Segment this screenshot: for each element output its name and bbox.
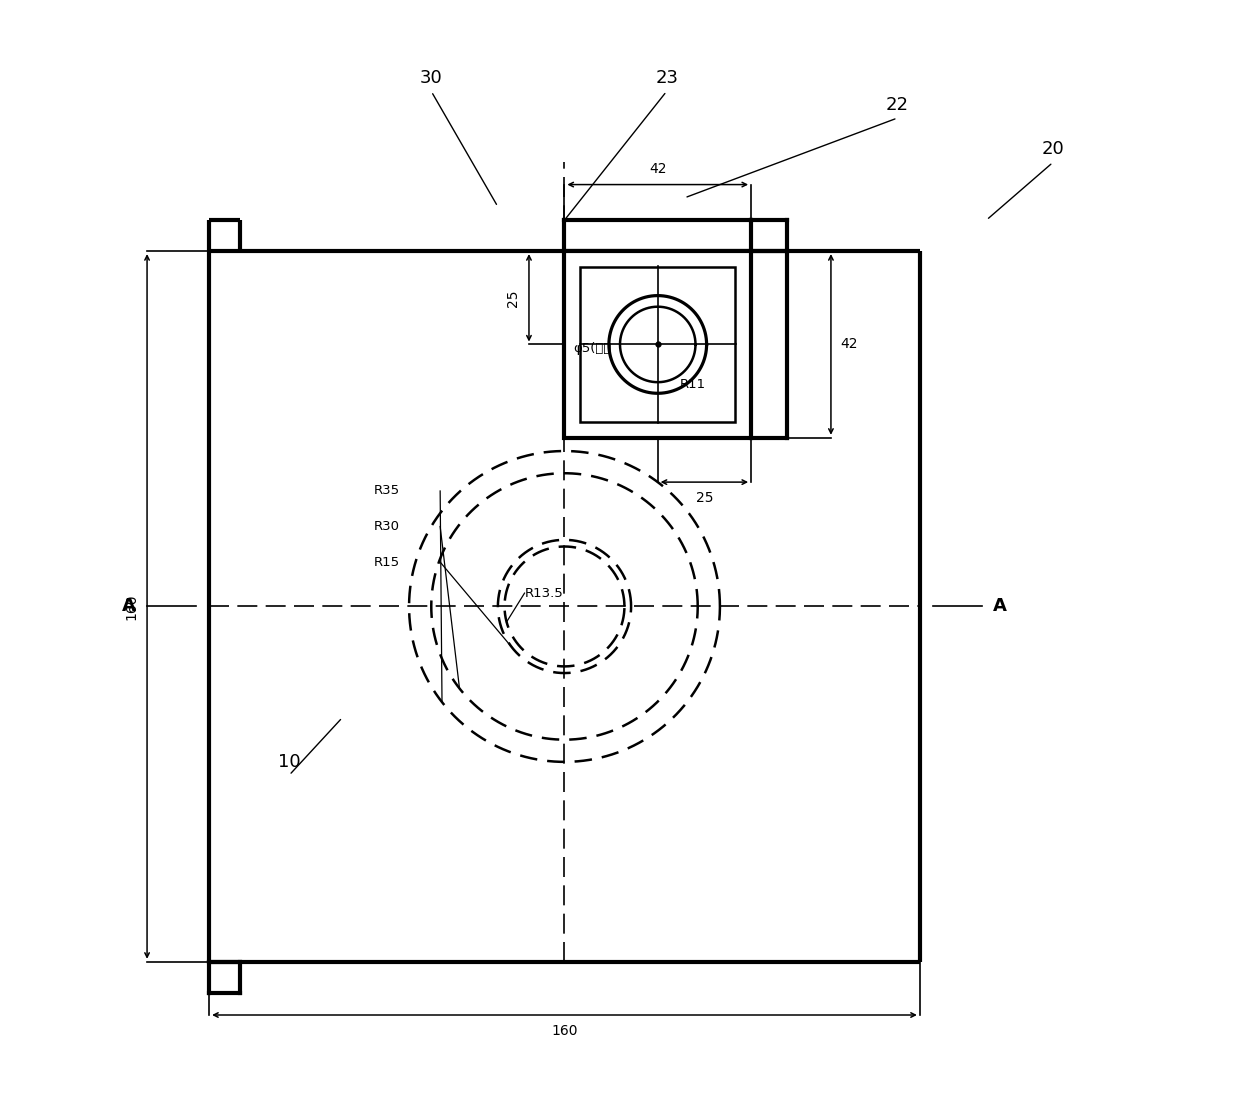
Bar bbox=[580, 267, 735, 422]
Text: 23: 23 bbox=[655, 69, 678, 86]
Text: A: A bbox=[123, 598, 136, 615]
Text: 25: 25 bbox=[696, 491, 713, 505]
Text: R11: R11 bbox=[680, 378, 706, 391]
Text: A: A bbox=[993, 598, 1007, 615]
Text: φ5(通孔: φ5(通孔 bbox=[573, 342, 611, 355]
Text: 30: 30 bbox=[420, 69, 443, 86]
Text: 42: 42 bbox=[839, 338, 857, 352]
Text: 10: 10 bbox=[278, 753, 300, 771]
Text: 22: 22 bbox=[887, 95, 909, 114]
Text: R13.5: R13.5 bbox=[525, 587, 563, 600]
Text: 42: 42 bbox=[649, 162, 666, 176]
Text: 20: 20 bbox=[1042, 140, 1064, 157]
Text: R30: R30 bbox=[373, 520, 399, 533]
Text: 160: 160 bbox=[124, 593, 138, 620]
Bar bbox=[564, 251, 751, 437]
Text: 160: 160 bbox=[552, 1024, 578, 1038]
Text: 25: 25 bbox=[506, 289, 520, 306]
Text: R35: R35 bbox=[373, 484, 399, 497]
Text: R15: R15 bbox=[373, 555, 399, 568]
